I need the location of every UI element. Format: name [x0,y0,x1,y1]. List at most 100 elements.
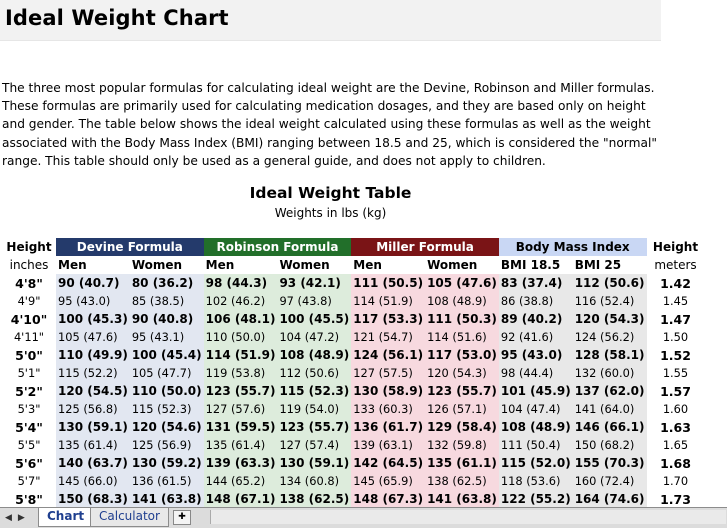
robinson-men-cell: 131 (59.5) [203,418,278,436]
devine-men-cell: 145 (66.0) [56,472,130,490]
miller-men-cell: 121 (54.7) [351,328,426,346]
miller-men-cell: 148 (67.3) [351,490,426,508]
miller-women-cell: 141 (63.8) [425,490,499,508]
devine-women-cell: 80 (36.2) [129,274,204,292]
miller-men-cell: 124 (56.1) [351,346,426,364]
devine-women-cell: 141 (63.8) [129,490,204,508]
devine-women-cell: 85 (38.5) [129,292,204,310]
robinson-men-cell: 119 (53.8) [203,364,278,382]
sheet-tab-calculator[interactable]: Calculator [90,508,169,527]
height-inches-cell: 4'10" [10,311,48,327]
bmi-185-cell: 111 (50.4) [498,436,573,454]
height-meters-cell: 1.68 [660,455,691,471]
bmi-25-cell: 124 (56.2) [572,328,647,346]
intro-paragraph: The three most popular formulas for calc… [2,81,657,168]
robinson-women-cell: 134 (60.8) [277,472,352,490]
height-inches-cell: 4'8" [15,275,43,291]
miller-women-cell: 126 (57.1) [425,400,499,418]
robinson-women-cell: 127 (57.4) [277,436,352,454]
height-meters-cell: 1.60 [662,402,689,416]
miller-women-cell: 138 (62.5) [425,472,499,490]
bmi-185-subheader: BMI 18.5 [500,258,561,272]
height-inches-cell: 5'7" [17,474,41,488]
group-header-row: Height Devine Formula Robinson Formula M… [2,238,705,256]
bmi-25-cell: 146 (66.1) [572,418,647,436]
devine-women-cell: 95 (43.1) [129,328,204,346]
robinson-men-cell: 144 (65.2) [203,472,278,490]
robinson-women-cell: 100 (45.5) [277,310,352,328]
robinson-women-subheader: Women [279,258,330,272]
last-sheet-arrow-icon[interactable]: ▶ [17,513,25,523]
height-meters-cell: 1.47 [660,311,691,327]
bmi-185-cell: 108 (48.9) [498,418,573,436]
miller-women-cell: 132 (59.8) [425,436,499,454]
table-row: 5'1" 115 (52.2) 105 (47.7) 119 (53.8) 112 (5… [2,364,705,382]
robinson-women-cell: 112 (50.6) [277,364,352,382]
devine-men-cell: 140 (63.7) [56,454,130,472]
robinson-men-cell: 135 (61.4) [203,436,278,454]
bmi-185-cell: 95 (43.0) [498,346,573,364]
robinson-women-cell: 108 (48.9) [277,346,352,364]
table-row: 5'3" 125 (56.8) 115 (52.3) 127 (57.6) 119 (5… [2,400,705,418]
miller-women-cell: 120 (54.3) [425,364,499,382]
page-title: Ideal Weight Chart [5,6,229,30]
robinson-women-cell: 119 (54.0) [277,400,352,418]
miller-women-cell: 108 (48.9) [425,292,499,310]
ideal-weight-table: Height Devine Formula Robinson Formula M… [2,238,705,508]
miller-men-cell: 133 (60.3) [351,400,426,418]
miller-women-cell: 129 (58.4) [425,418,499,436]
miller-men-cell: 130 (58.9) [351,382,426,400]
miller-women-cell: 114 (51.6) [425,328,499,346]
height-header: Height [6,240,52,254]
bmi-185-cell: 89 (40.2) [498,310,573,328]
robinson-group-header: Robinson Formula [203,238,352,256]
height-meters-cell: 1.73 [660,491,691,507]
bmi-25-cell: 120 (54.3) [572,310,647,328]
devine-women-cell: 100 (45.4) [129,346,204,364]
height-meters-cell: 1.65 [662,438,689,452]
devine-women-cell: 115 (52.3) [129,400,204,418]
bmi-185-cell: 83 (37.4) [498,274,573,292]
height-meters-cell: 1.50 [662,330,689,344]
height-inches-cell: 5'2" [15,383,43,399]
bmi-25-cell: 155 (70.3) [572,454,647,472]
sheet-tab-bar: ◀ ▶ Chart Calculator ✚ [0,507,727,528]
devine-women-cell: 90 (40.8) [129,310,204,328]
devine-men-cell: 100 (45.3) [56,310,130,328]
robinson-women-cell: 138 (62.5) [277,490,352,508]
miller-women-cell: 105 (47.6) [425,274,499,292]
table-row: 5'2" 120 (54.5) 110 (50.0) 123 (55.7) 115 (5… [2,382,705,400]
table-row: 5'7" 145 (66.0) 136 (61.5) 144 (65.2) 134 (6… [2,472,705,490]
meters-subheader: meters [654,258,697,272]
devine-men-cell: 115 (52.2) [56,364,130,382]
robinson-men-cell: 102 (46.2) [203,292,278,310]
new-sheet-icon[interactable]: ✚ [173,510,191,525]
bmi-25-cell: 112 (50.6) [572,274,647,292]
sheet-tab-chart[interactable]: Chart [38,508,94,527]
robinson-men-cell: 114 (51.9) [203,346,278,364]
bmi-25-cell: 150 (68.2) [572,436,647,454]
table-row: 5'5" 135 (61.4) 125 (56.9) 135 (61.4) 127 (5… [2,436,705,454]
miller-men-cell: 136 (61.7) [351,418,426,436]
miller-women-cell: 111 (50.3) [425,310,499,328]
miller-men-cell: 111 (50.5) [351,274,426,292]
table-row: 5'6" 140 (63.7) 130 (59.2) 139 (63.3) 130 (5… [2,454,705,472]
height-inches-cell: 4'11" [13,330,45,344]
horizontal-scrollbar[interactable] [210,510,726,524]
miller-men-cell: 142 (64.5) [351,454,426,472]
miller-women-cell: 123 (55.7) [425,382,499,400]
bmi-185-cell: 98 (44.4) [498,364,573,382]
miller-women-subheader: Women [427,258,478,272]
table-row: 4'11" 105 (47.6) 95 (43.1) 110 (50.0) 104 (4… [2,328,705,346]
devine-men-cell: 125 (56.8) [56,400,130,418]
miller-men-cell: 114 (51.9) [351,292,426,310]
bmi-25-cell: 116 (52.4) [572,292,647,310]
robinson-women-cell: 123 (55.7) [277,418,352,436]
height-inches-cell: 5'5" [17,438,41,452]
table-row: 4'10" 100 (45.3) 90 (40.8) 106 (48.1) 100 (4… [2,310,705,328]
height-meters-header: Height [652,240,699,254]
robinson-men-cell: 106 (48.1) [203,310,278,328]
first-sheet-arrow-icon[interactable]: ◀ [5,513,12,523]
miller-men-cell: 127 (57.5) [351,364,426,382]
devine-women-cell: 120 (54.6) [129,418,204,436]
